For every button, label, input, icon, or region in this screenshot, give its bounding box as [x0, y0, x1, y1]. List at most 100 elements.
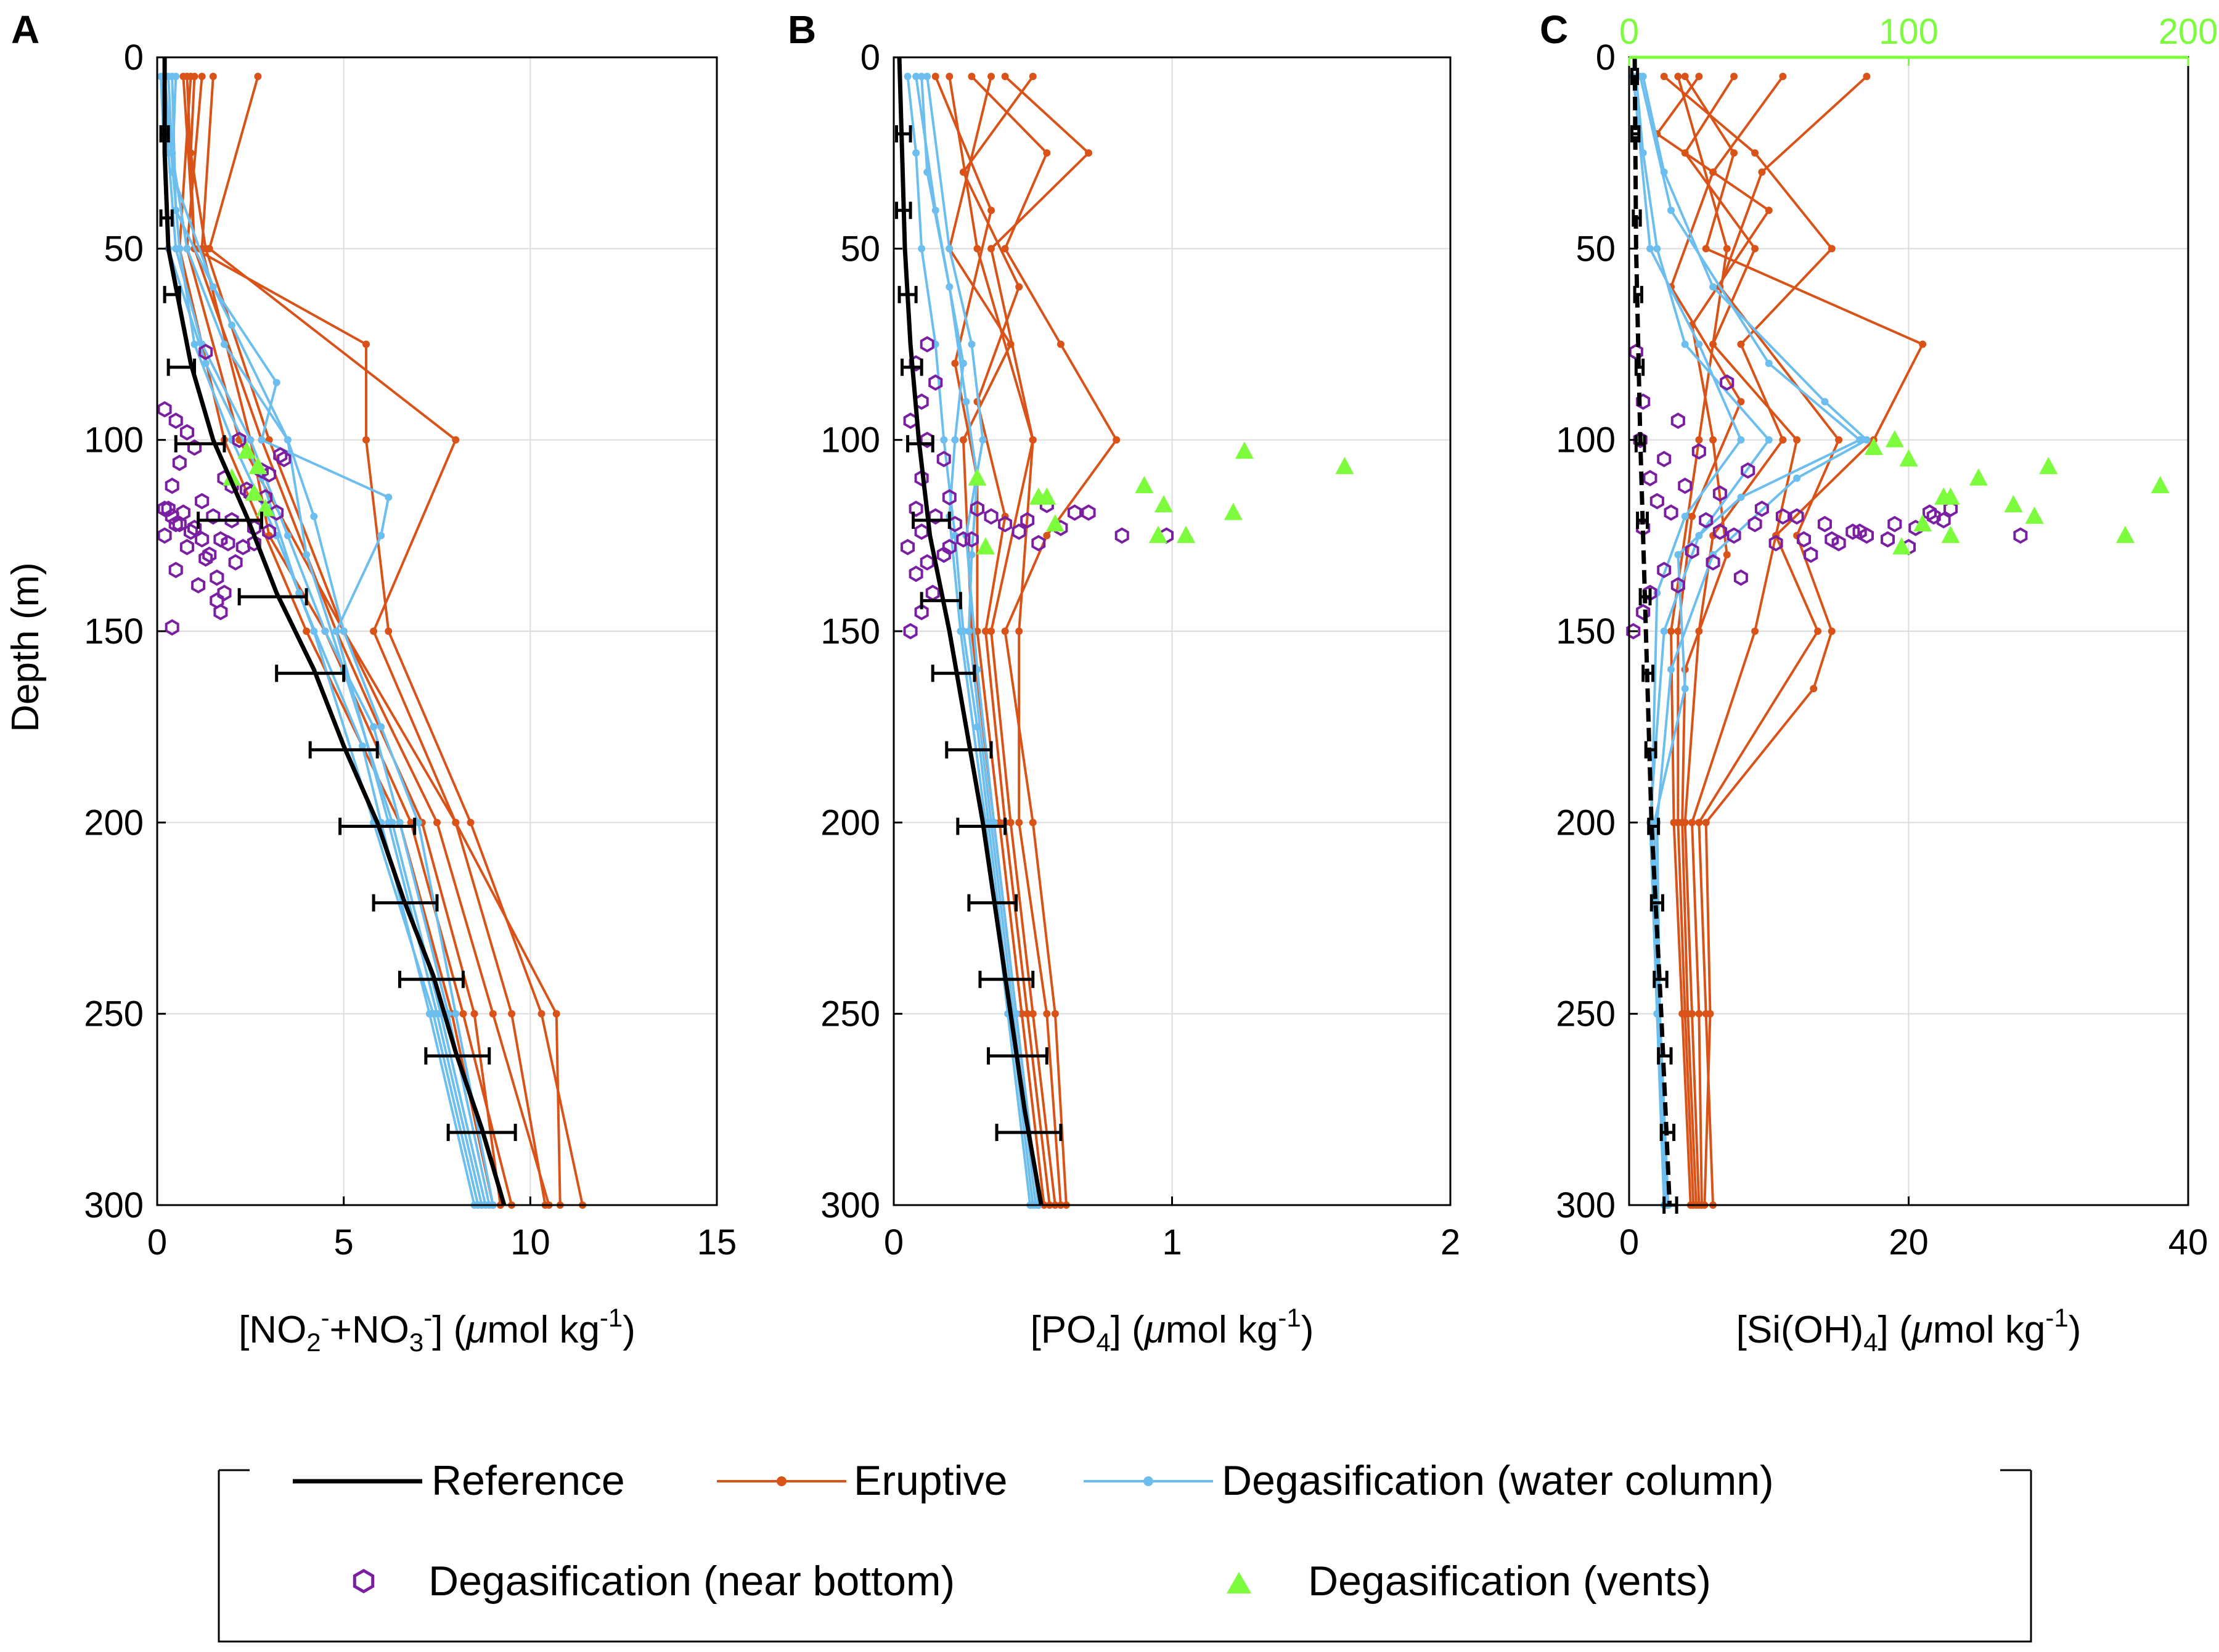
degas-water-point	[332, 628, 340, 635]
eruptive-point	[1056, 340, 1065, 348]
degas-water-point	[962, 398, 970, 406]
eruptive-point	[1723, 550, 1731, 558]
eruptive-point	[433, 819, 441, 827]
degas-bottom-hexagon	[1796, 531, 1811, 548]
degas-water-point	[414, 819, 422, 827]
vent-triangle	[1177, 525, 1196, 543]
degas-bottom-hexagon	[1936, 512, 1951, 529]
eruptive-point	[931, 73, 939, 81]
degas-water-point	[284, 436, 292, 444]
eruptive-point	[1113, 436, 1121, 444]
panel-b-degas-bottom-points	[901, 336, 1174, 640]
degas-bottom-hexagon	[232, 431, 247, 449]
degas-bottom-hexagon	[273, 447, 288, 464]
degas-bottom-hexagon	[1775, 508, 1790, 525]
degas-bottom-hexagon	[1804, 546, 1818, 563]
legend-label-eruptive: Eruptive	[854, 1457, 1007, 1504]
degas-bottom-hexagon	[1926, 508, 1941, 525]
degas-water-point	[1674, 550, 1682, 558]
vent-triangle	[2151, 476, 2170, 494]
degas-water-marker-dot	[1143, 1476, 1153, 1486]
eruptive-point	[198, 73, 206, 81]
y-tick-label: 0	[1596, 38, 1616, 78]
degas-bottom-hexagon	[956, 531, 971, 548]
degas-water-point	[202, 359, 210, 367]
degas-bottom-hexagon	[184, 523, 198, 540]
degas-bottom-hexagon	[191, 577, 206, 594]
degas-water-point	[1737, 436, 1745, 444]
degas-bottom-hexagon	[262, 523, 277, 540]
degas-bottom-hexagon	[998, 515, 1013, 533]
degas-bottom-hexagon	[964, 531, 979, 548]
degas-bottom-hexagon	[1831, 534, 1846, 552]
degas-water-point	[912, 73, 920, 81]
eruptive-point	[1674, 628, 1682, 635]
legend-item-eruptive: Eruptive	[717, 1457, 1007, 1504]
degas-water-point	[1681, 685, 1689, 693]
eruptive-point	[1751, 245, 1759, 253]
y-tick-label: 50	[840, 229, 880, 269]
panel-c-grid	[1628, 57, 2189, 1206]
degas-bottom-hexagon	[1727, 527, 1741, 544]
degas-water-point	[968, 340, 976, 348]
degas-bottom-hexagon	[161, 501, 176, 517]
degas-bottom-hexagon	[277, 451, 292, 468]
eruptive-point	[1709, 168, 1717, 176]
eruptive-point	[1779, 436, 1787, 444]
eruptive-point	[1751, 149, 1759, 157]
degas-bottom-hexagon	[195, 493, 210, 510]
eruptive-point	[959, 436, 967, 444]
depth-axis-label: Depth (m)	[4, 562, 47, 732]
eruptive-point	[362, 436, 370, 444]
degas-bottom-hexagon	[920, 336, 934, 353]
degas-bottom-hexagon	[221, 534, 235, 552]
y-tick-label: 200	[84, 803, 144, 843]
degas-bottom-hexagon	[210, 569, 224, 586]
degas-water-point	[358, 742, 366, 750]
degas-bottom-hexagon	[1747, 515, 1762, 533]
degas-bottom-hexagon	[1859, 527, 1874, 544]
eruptive-point	[1029, 73, 1037, 81]
eruptive-profile-line	[186, 76, 584, 1206]
degas-bottom-hexagon	[1670, 412, 1685, 429]
degas-bottom-hexagon	[213, 603, 228, 621]
eruptive-profile-line	[1663, 75, 1834, 1206]
panel-b: 0 1 2 0 50 100 150 200 250 300 [PO4] (μmol kg-1)	[820, 38, 1460, 1357]
eruptive-point	[1023, 1010, 1031, 1018]
open-circle-icon	[353, 1569, 375, 1593]
degas-bottom-hexagon	[168, 562, 183, 579]
degas-water-point	[176, 245, 184, 253]
eruptive-point	[987, 628, 995, 635]
eruptive-point	[537, 1010, 546, 1018]
degas-water-point	[1667, 666, 1675, 674]
degas-bottom-hexagon	[984, 508, 999, 525]
degas-water-point	[183, 245, 191, 253]
degas-bottom-hexagon	[157, 527, 172, 544]
degas-water-point	[1667, 206, 1675, 215]
eruptive-point	[1706, 1010, 1714, 1018]
degas-water-point	[228, 321, 236, 329]
vent-triangle	[1941, 487, 1960, 505]
degas-bottom-hexagon	[2013, 527, 2028, 544]
vent-triangle	[1899, 449, 1918, 467]
degas-bottom-hexagon	[928, 374, 943, 391]
degas-bottom-hexagon	[165, 477, 179, 494]
eruptive-point	[1709, 436, 1717, 444]
degas-bottom-hexagon	[198, 550, 213, 567]
eruptive-point	[1678, 1010, 1686, 1018]
degas-bottom-hexagon	[179, 539, 194, 555]
legend-item-degas-bottom: Degasification (near bottom)	[353, 1558, 955, 1605]
eruptive-point	[1015, 283, 1023, 291]
eruptive-profile-line	[934, 76, 1045, 1206]
y-tick-label: 150	[820, 611, 880, 652]
degas-water-point	[1660, 628, 1668, 635]
degas-bottom-hexagon	[239, 481, 254, 498]
degas-bottom-hexagon	[936, 546, 951, 563]
eruptive-point	[1688, 819, 1696, 827]
degas-water-point	[377, 723, 385, 731]
eruptive-point	[1730, 149, 1738, 157]
vent-triangle	[1148, 525, 1167, 543]
x-tick-label: 0	[147, 1222, 167, 1262]
eruptive-point	[1001, 245, 1009, 253]
